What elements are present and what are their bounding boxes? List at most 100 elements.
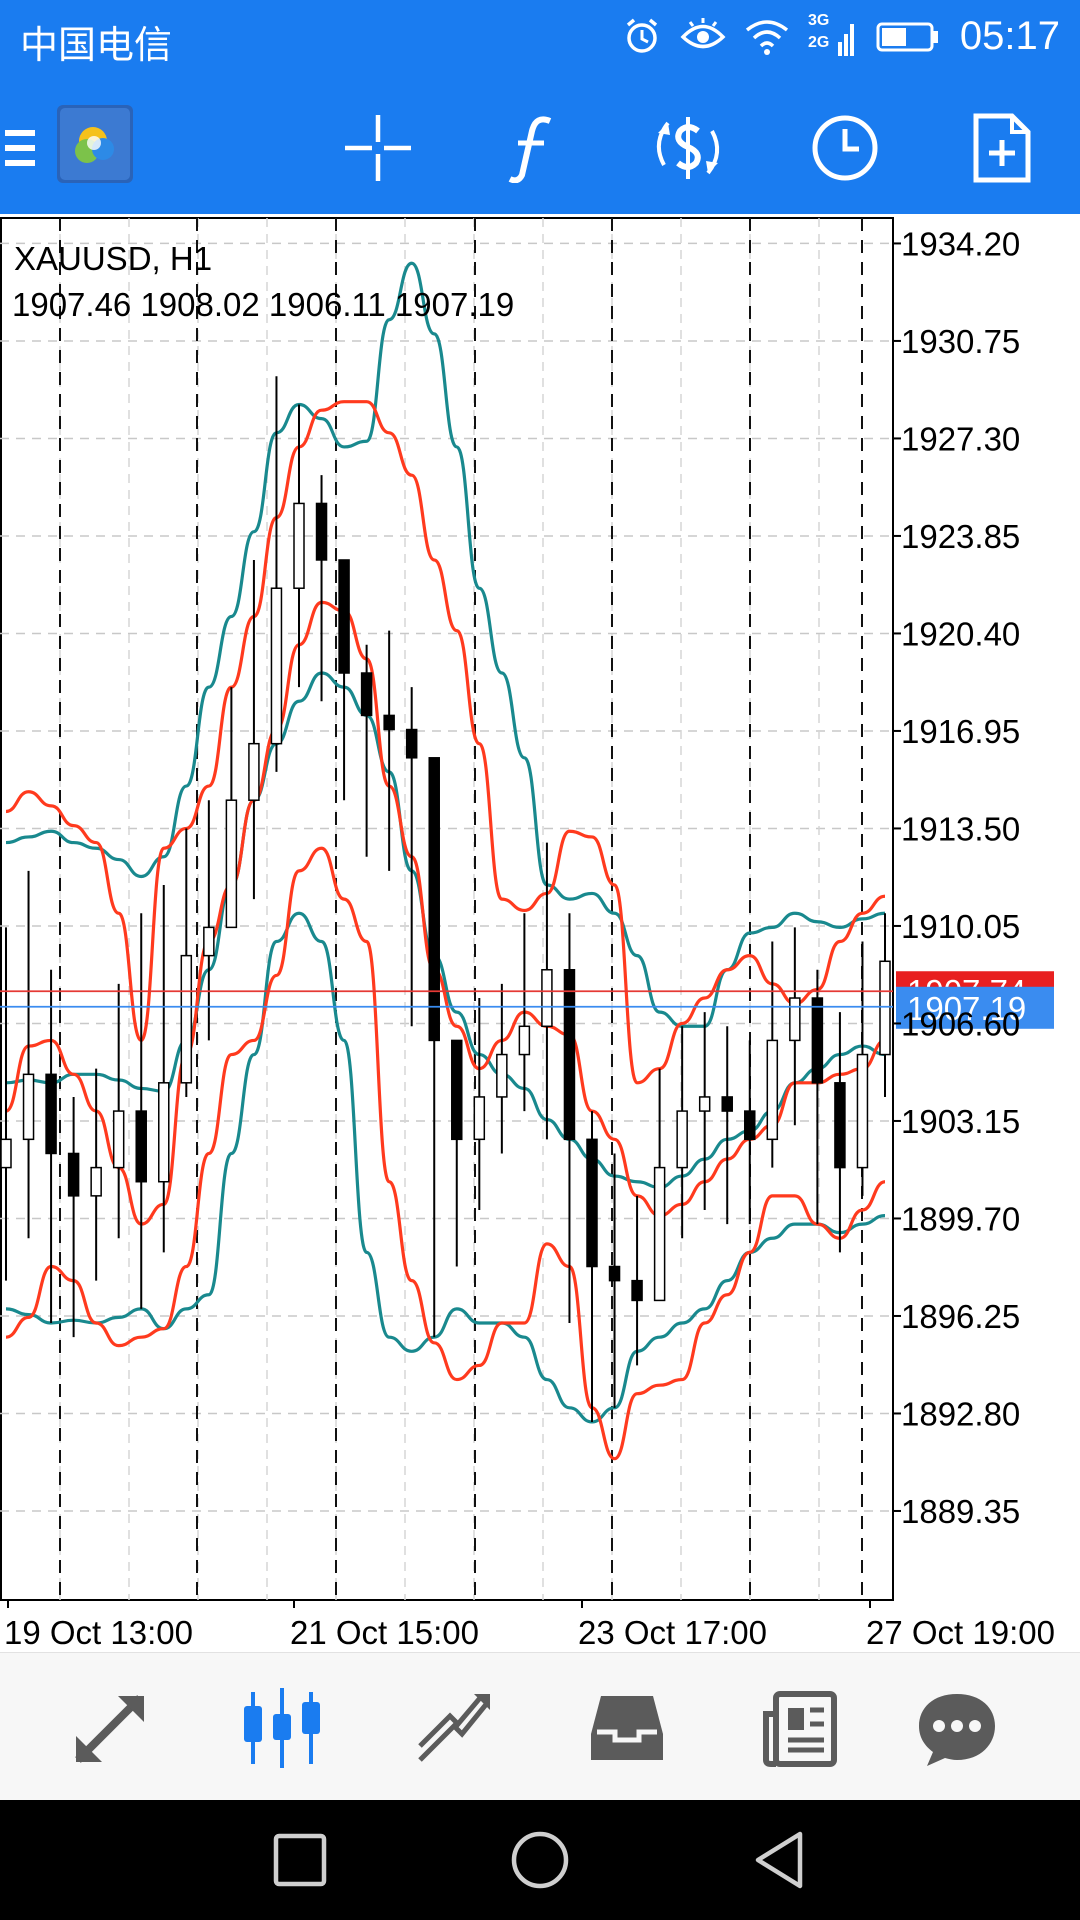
nav-chart[interactable] (237, 1683, 327, 1773)
chart-canvas[interactable]: 1907.741907.19 1934.201930.751927.301923… (0, 214, 1080, 1654)
candle-body (676, 1110, 688, 1169)
candle-body (473, 1096, 486, 1141)
indicators-button[interactable] (493, 108, 573, 188)
back-icon[interactable] (750, 1830, 810, 1890)
candle-body (563, 969, 576, 1141)
chart-symbol-timeframe: XAUUSD, H1 (14, 240, 212, 277)
candle-body (586, 1138, 598, 1268)
nav-trade[interactable] (409, 1683, 499, 1773)
bid-label-box (896, 986, 1054, 1029)
messages-icon (919, 1694, 995, 1766)
eye-icon (680, 18, 726, 49)
menu-button[interactable] (0, 108, 40, 188)
candle-body (608, 1265, 621, 1282)
chart-frame (0, 217, 894, 1601)
battery-icon (876, 22, 938, 52)
timeframe-button[interactable] (805, 108, 885, 188)
recents-icon[interactable] (270, 1830, 330, 1890)
y-tick-label: 1920.40 (901, 615, 1020, 652)
nav-quotes[interactable] (65, 1683, 155, 1773)
candle-body (789, 997, 801, 1042)
teal-middle-band (5, 671, 886, 1189)
y-tick-label: 1927.30 (901, 420, 1020, 457)
symbols-button[interactable] (648, 108, 728, 188)
new-order-button[interactable] (962, 108, 1042, 188)
candle-body (338, 559, 350, 674)
candle-body (360, 672, 373, 717)
timeframe-icon (812, 115, 878, 181)
x-tick-label: 21 Oct 15:00 (290, 1614, 479, 1651)
candle-body (541, 969, 553, 1028)
y-tick-label: 1896.25 (901, 1298, 1020, 1335)
bid-price-label: 1907.19 (907, 990, 1026, 1027)
red-lower-band (5, 846, 886, 1461)
y-tick-label: 1923.85 (901, 518, 1020, 555)
candle-body (653, 1166, 666, 1302)
crosshair-button[interactable] (338, 108, 418, 188)
candle-body (22, 1073, 35, 1141)
candle-body (158, 1082, 170, 1183)
signal-icon: 3G 2G (808, 12, 858, 58)
candle-body (451, 1039, 463, 1141)
candle-body (248, 742, 260, 801)
candle-body (811, 997, 824, 1084)
new-order-icon (973, 113, 1031, 183)
alarm-icon (626, 18, 658, 53)
red-upper-band (5, 400, 886, 1085)
candle-body (856, 1053, 869, 1169)
home-icon[interactable] (510, 1830, 570, 1890)
history-icon (591, 1696, 663, 1760)
news-icon (763, 1691, 837, 1767)
candle-body (135, 1110, 147, 1183)
candle-body (518, 1025, 531, 1056)
candle-body (67, 1152, 80, 1197)
x-tick-label: 27 Oct 19:00 (866, 1614, 1055, 1651)
candle-body (180, 954, 193, 1084)
candle-body (315, 502, 328, 561)
metatrader-logo (57, 105, 133, 183)
candle-body (698, 1096, 711, 1112)
candle-body (293, 502, 305, 589)
clock-time: 05:17 (959, 14, 1060, 58)
top-toolbar (0, 72, 1080, 214)
candle-body (405, 728, 418, 759)
y-tick-label: 1910.05 (901, 908, 1020, 945)
y-tick-label: 1930.75 (901, 323, 1020, 360)
status-bar: 中国电信 3G 2G 05:17 (0, 0, 1080, 72)
candle-body (203, 926, 215, 957)
menu-icon (5, 130, 35, 166)
trade-icon (418, 1694, 490, 1762)
candle-body (270, 587, 283, 745)
candle-body (90, 1166, 102, 1197)
candle-body (879, 960, 891, 1056)
candle-body (744, 1110, 756, 1141)
candle-body (383, 714, 395, 731)
candle-body (112, 1110, 125, 1169)
network-label-2g: 2G (808, 34, 830, 51)
candle-body (631, 1279, 643, 1302)
system-navigation-bar (0, 1800, 1080, 1920)
nav-history[interactable] (582, 1683, 672, 1773)
y-tick-label: 1916.95 (901, 713, 1020, 750)
price-chart[interactable]: 1907.741907.19 1934.201930.751927.301923… (0, 214, 1080, 1654)
candle-body (225, 799, 238, 929)
candle-body (834, 1082, 846, 1169)
app-logo[interactable] (57, 104, 133, 184)
quotes-icon (75, 1695, 144, 1763)
y-tick-label: 1892.80 (901, 1395, 1020, 1432)
indicators-icon (508, 116, 552, 183)
y-tick-label: 1903.15 (901, 1103, 1020, 1140)
candle-body (766, 1039, 779, 1141)
chart-icon (244, 1688, 320, 1768)
nav-news[interactable] (755, 1683, 845, 1773)
candle-body (45, 1073, 57, 1155)
x-tick-label: 23 Oct 17:00 (578, 1614, 767, 1651)
y-tick-label: 1899.70 (901, 1200, 1020, 1237)
x-tick-label: 19 Oct 13:00 (4, 1614, 193, 1651)
carrier-name: 中国电信 (20, 23, 173, 67)
wifi-icon (745, 20, 789, 55)
nav-messages[interactable] (912, 1683, 1002, 1773)
candle-body (0, 1138, 12, 1169)
network-label-3g: 3G (808, 12, 830, 29)
candle-body (721, 1096, 733, 1112)
